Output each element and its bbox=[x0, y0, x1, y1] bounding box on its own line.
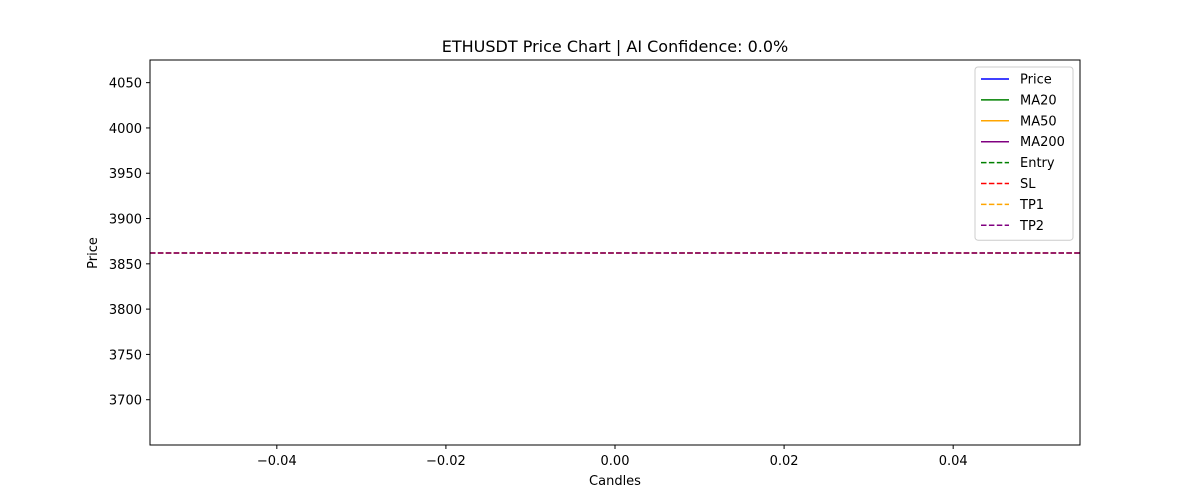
x-axis-title: Candles bbox=[589, 474, 641, 489]
y-tick-label: 3950 bbox=[109, 167, 142, 182]
y-tick-label: 4000 bbox=[109, 122, 142, 137]
x-axis: −0.04 −0.02 0.00 0.02 0.04 bbox=[257, 445, 968, 469]
y-tick-label: 3750 bbox=[109, 348, 142, 363]
x-tick-label: 0.04 bbox=[939, 454, 968, 469]
x-tick-label: −0.02 bbox=[426, 454, 466, 469]
y-tick-label: 3800 bbox=[109, 303, 142, 318]
legend-label-sl: SL bbox=[1020, 177, 1036, 192]
legend-label-tp1: TP1 bbox=[1019, 198, 1044, 213]
y-axis-title: Price bbox=[86, 237, 101, 269]
x-tick-label: −0.04 bbox=[257, 454, 297, 469]
y-tick-label: 3850 bbox=[109, 258, 142, 273]
legend-label-ma200: MA200 bbox=[1020, 135, 1065, 150]
y-axis: 3700 3750 3800 3850 3900 3950 4000 4050 bbox=[109, 77, 150, 409]
legend-label-price: Price bbox=[1020, 73, 1052, 88]
y-tick-label: 3700 bbox=[109, 394, 142, 409]
legend: Price MA20 MA50 MA200 Entry SL TP1 TP2 bbox=[974, 66, 1074, 241]
chart-title: ETHUSDT Price Chart | AI Confidence: 0.0… bbox=[442, 37, 788, 56]
y-tick-label: 4050 bbox=[109, 77, 142, 92]
legend-label-entry: Entry bbox=[1020, 156, 1055, 171]
legend-label-ma20: MA20 bbox=[1020, 93, 1057, 108]
legend-box bbox=[974, 66, 1074, 241]
legend-label-tp2: TP2 bbox=[1019, 219, 1044, 234]
plot-area bbox=[149, 59, 1081, 446]
x-tick-label: 0.00 bbox=[601, 454, 630, 469]
legend-label-ma50: MA50 bbox=[1020, 114, 1057, 129]
x-tick-label: 0.02 bbox=[770, 454, 799, 469]
y-tick-label: 3900 bbox=[109, 213, 142, 228]
